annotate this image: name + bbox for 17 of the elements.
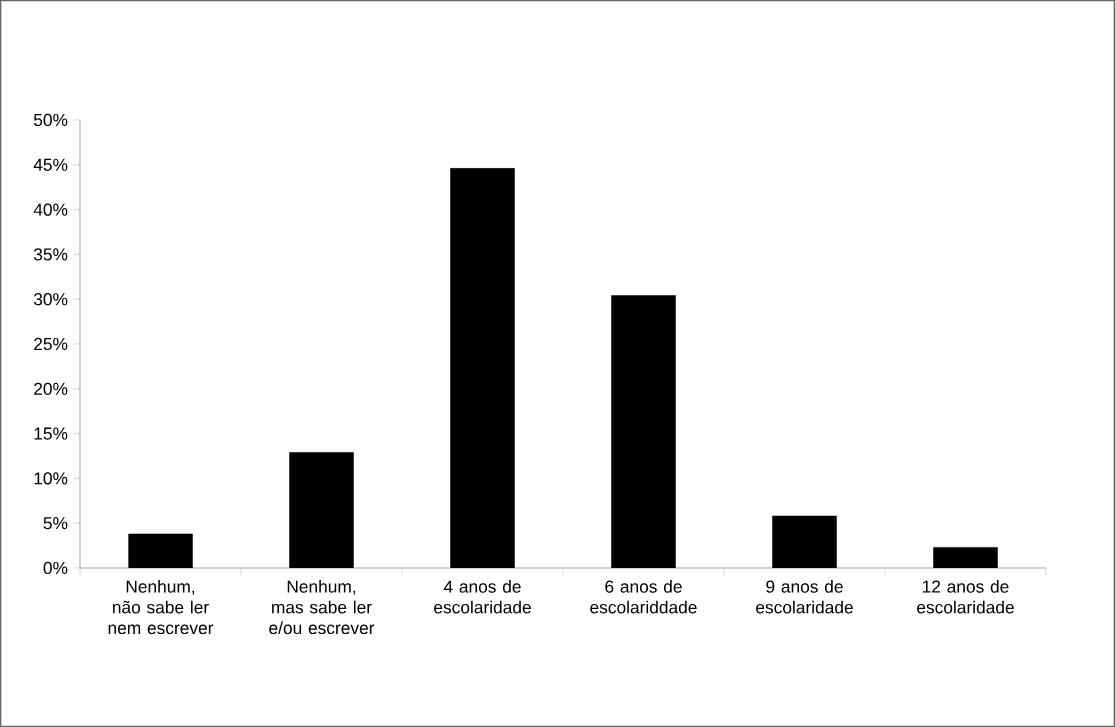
- x-tick-label: Nenhum, mas sabe ler e/ou escrever: [269, 580, 375, 635]
- x-tick-label: Nenhum, não sabe ler nem escrever: [108, 580, 214, 635]
- x-tick-label: 4 anos de escolaridade: [434, 580, 531, 614]
- y-tick-label: 35%: [33, 248, 68, 261]
- y-tick-label: 20%: [34, 382, 68, 395]
- y-tick-label: 50%: [33, 113, 68, 127]
- y-tick-label: 40%: [33, 203, 68, 216]
- x-tick-label: 12 anos de escolaridade: [917, 580, 1014, 614]
- y-tick-label: 15%: [34, 427, 68, 440]
- y-tick-label: 0%: [43, 561, 68, 575]
- y-tick-label: 5%: [43, 517, 68, 530]
- x-tick-label: 9 anos de escolaridade: [756, 580, 853, 614]
- x-tick-label: 6 anos de escolariddade: [590, 580, 697, 614]
- y-tick-label: 10%: [34, 472, 68, 485]
- y-tick-label: 45%: [33, 158, 68, 171]
- y-tick-label: 30%: [33, 293, 68, 306]
- y-tick-label: 25%: [34, 337, 68, 351]
